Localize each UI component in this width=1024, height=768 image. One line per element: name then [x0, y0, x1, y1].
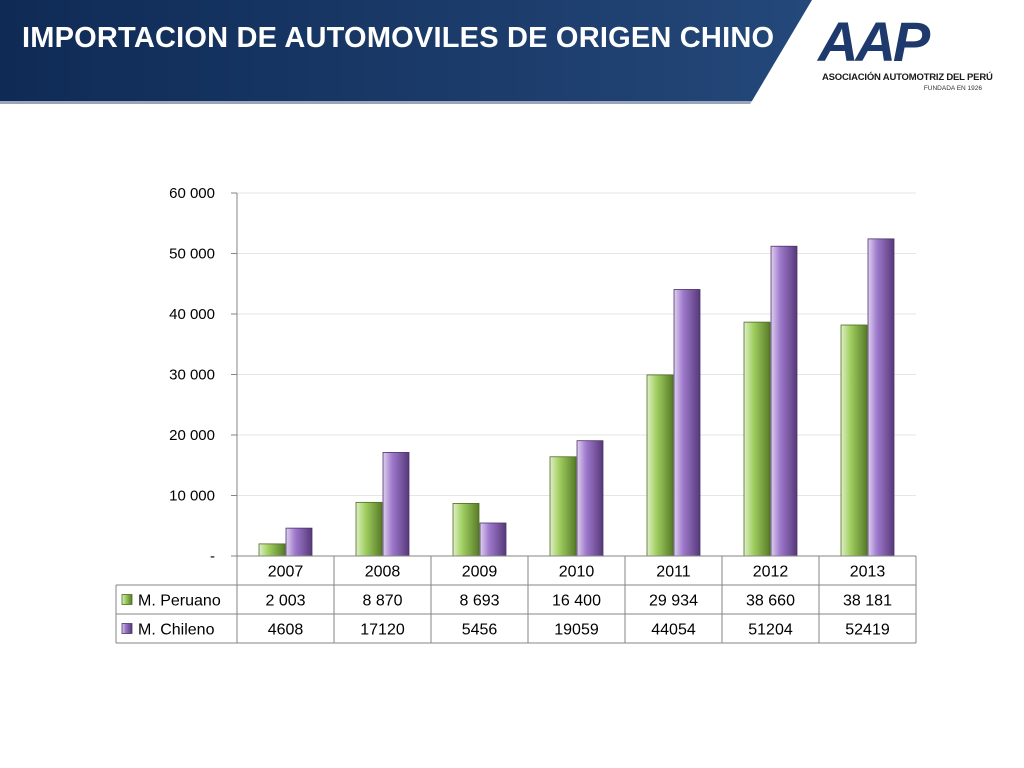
data-table-value: 38 181: [843, 593, 892, 610]
data-table-value: 16 400: [552, 593, 601, 610]
bar-peruano-2011: [646, 374, 674, 557]
bar-chileno-2009: [479, 522, 507, 557]
x-category-label: 2009: [462, 564, 498, 581]
legend-entry-label: M. Peruano: [138, 593, 221, 610]
bar-chileno-2010: [576, 440, 604, 557]
bar-peruano-2013: [840, 324, 868, 557]
logo-mark: AAP: [818, 10, 930, 73]
legend-key-chileno: [121, 623, 133, 634]
y-tick-label: -: [210, 548, 215, 565]
x-category-label: 2012: [753, 564, 789, 581]
legend-key-peruano: [121, 594, 133, 605]
bar-chileno-2007: [285, 527, 313, 557]
header-banner: [0, 0, 812, 104]
y-tick-label: 60 000: [169, 185, 215, 202]
logo-founded-text: FUNDADA EN 1926: [923, 85, 982, 92]
y-tick-label: 10 000: [169, 488, 215, 505]
data-table-value: 19059: [554, 622, 599, 639]
bar-peruano-2012: [743, 321, 771, 557]
bar-peruano-2008: [355, 501, 383, 557]
data-table-value: 2 003: [265, 593, 305, 610]
legend-entry-label: M. Chileno: [138, 622, 215, 639]
bar-peruano-2007: [258, 543, 286, 557]
x-category-label: 2010: [559, 564, 595, 581]
x-category-label: 2013: [850, 564, 886, 581]
data-table-value: 5456: [462, 622, 498, 639]
x-category-label: 2007: [268, 564, 304, 581]
data-table-value: 17120: [360, 622, 405, 639]
bar-chileno-2008: [382, 452, 410, 557]
data-table-value: 29 934: [649, 593, 698, 610]
data-table-value: 8 870: [362, 593, 402, 610]
y-tick-label: 30 000: [169, 367, 215, 384]
data-table-value: 51204: [748, 622, 793, 639]
bar-peruano-2009: [452, 503, 480, 557]
data-table-value: 44054: [651, 622, 696, 639]
y-tick-label: 50 000: [169, 246, 215, 263]
y-tick-label: 40 000: [169, 306, 215, 323]
x-category-label: 2008: [365, 564, 401, 581]
y-tick-label: 20 000: [169, 427, 215, 444]
logo-organization-name: ASOCIACIÓN AUTOMOTRIZ DEL PERÚ: [822, 72, 993, 83]
data-table-value: 38 660: [746, 593, 795, 610]
bar-chileno-2013: [867, 238, 895, 557]
data-table-value: 8 693: [459, 593, 499, 610]
bar-chileno-2012: [770, 245, 798, 557]
data-table-value: 4608: [268, 622, 304, 639]
x-category-label: 2011: [656, 564, 691, 581]
aap-logo: AAP ASOCIACIÓN AUTOMOTRIZ DEL PERÚ FUNDA…: [812, 10, 993, 96]
data-table-value: 52419: [845, 622, 890, 639]
slide-title: IMPORTACION DE AUTOMOVILES DE ORIGEN CHI…: [22, 22, 775, 54]
bar-chileno-2011: [673, 289, 701, 557]
bar-peruano-2010: [549, 456, 577, 557]
